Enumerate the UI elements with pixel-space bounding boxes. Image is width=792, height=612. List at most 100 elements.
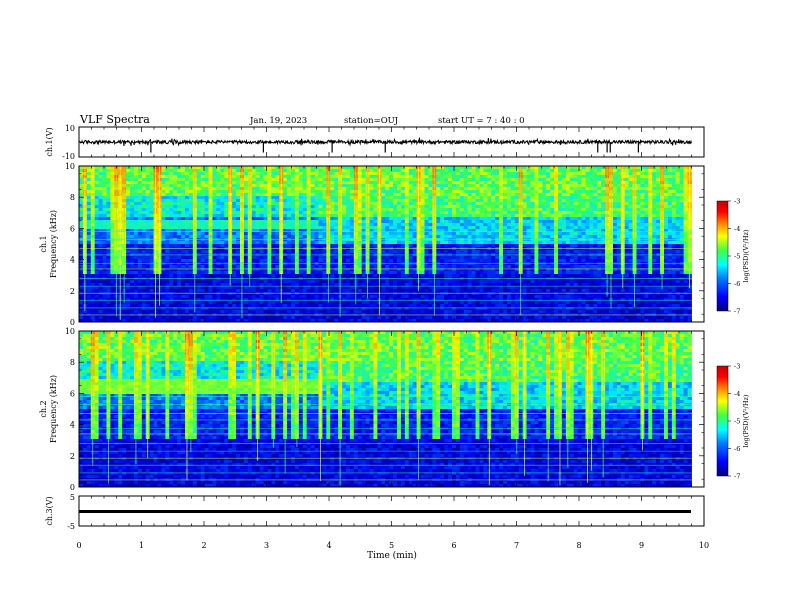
spectrogram-cell [271,196,275,199]
spectrogram-cell [401,199,405,202]
spectrogram-cell [334,220,338,223]
spectrogram-cell [346,298,350,301]
spectrogram-cell [350,301,354,304]
spectrogram-cell [169,184,173,187]
spectrogram-cell [401,184,405,187]
spectrogram-cell [103,286,107,289]
spectrogram-cell [91,220,95,223]
spectrogram-cell [110,187,114,190]
spectrogram-cell [401,241,405,244]
spectrogram-cell [165,193,169,196]
spectrogram-cell [315,271,319,274]
spectrogram-cell [126,229,130,232]
spectrogram-cell [220,256,224,259]
spectrogram-cell [322,235,326,238]
spectrogram-cell [440,199,444,202]
spectrogram-cell [271,292,275,295]
spectrogram-cell [315,265,319,268]
spectrogram-cell [413,190,417,193]
spectrogram-cell [87,196,91,199]
spectrogram-cell [436,265,440,268]
spectrogram-cell [330,223,334,226]
spectrogram-cell [185,202,189,205]
spectrogram-cell [220,265,224,268]
spectrogram-cell [138,232,142,235]
spectrogram-cell [315,238,319,241]
spectrogram-cell [91,271,95,274]
spectrogram-cell [322,301,326,304]
spectrogram-cell [205,256,209,259]
spectrogram-cell [303,214,307,217]
spectrogram-cell [169,229,173,232]
spectrogram-cell [79,196,83,199]
spectrogram-cell [185,223,189,226]
spectrogram-cell [342,205,346,208]
spectrogram-cell [287,301,291,304]
spectrogram-cell [279,310,283,313]
spectrogram-cell [161,316,165,319]
spectrogram-cell [256,235,260,238]
spectrogram-cell [197,217,201,220]
spectrogram-cell [362,304,366,307]
spectrogram-cell [283,307,287,310]
spectrogram-cell [381,241,385,244]
spectrogram-cell [87,250,91,253]
spectrogram-cell [385,202,389,205]
spectrogram-cell [173,217,177,220]
spectrogram-cell [87,187,91,190]
spectrogram-cell [244,292,248,295]
spectrogram-cell [130,175,134,178]
spectrogram-cell [389,265,393,268]
spectrogram-cell [283,166,287,169]
spectrogram-cell [271,295,275,298]
spectrogram-cell [275,178,279,181]
spectrogram-cell [428,199,432,202]
spectrogram-cell [130,190,134,193]
spectrogram-cell [409,277,413,280]
spectrogram-cell [252,184,256,187]
spectrogram-cell [244,229,248,232]
spectrogram-cell [110,292,114,295]
spectrogram-cell [260,298,264,301]
spectrogram-cell [444,217,448,220]
spectrogram-cell [110,208,114,211]
spectrogram-cell [436,190,440,193]
spectrogram-cell [283,259,287,262]
spectrogram-cell [134,193,138,196]
spectrogram-cell [385,217,389,220]
spectrogram-cell [315,169,319,172]
spectrogram-cell [185,193,189,196]
spectrogram-cell [224,202,228,205]
spectrogram-cell [126,316,130,319]
spectrogram-cell [224,226,228,229]
spectrogram-cell [79,307,83,310]
spectrogram-cell [373,169,377,172]
spectrogram-cell [146,178,150,181]
spectrogram-cell [405,268,409,271]
spectrogram-cell [212,304,216,307]
spectrogram-cell [381,289,385,292]
spectrogram-cell [216,298,220,301]
spectrogram-cell [146,295,150,298]
spectrogram-cell [87,190,91,193]
spectrogram-cell [425,310,429,313]
spectrogram-cell [232,286,236,289]
spectrogram-cell [287,220,291,223]
spectrogram-cell [346,193,350,196]
spectrogram-cell [91,178,95,181]
spectrogram-cell [252,286,256,289]
spectrogram-cell [216,181,220,184]
spectrogram-cell [428,244,432,247]
spectrogram-cell [209,235,213,238]
spectrogram-cell [185,316,189,319]
spectrogram-cell [307,232,311,235]
spectrogram-cell [421,238,425,241]
spectrogram-cell [425,166,429,169]
spectrogram-cell [413,259,417,262]
spectrogram-cell [295,295,299,298]
spectrogram-cell [87,181,91,184]
spectrogram-cell [409,235,413,238]
spectrogram-cell [428,178,432,181]
spectrogram-cell [244,196,248,199]
spectrogram-cell [220,205,224,208]
